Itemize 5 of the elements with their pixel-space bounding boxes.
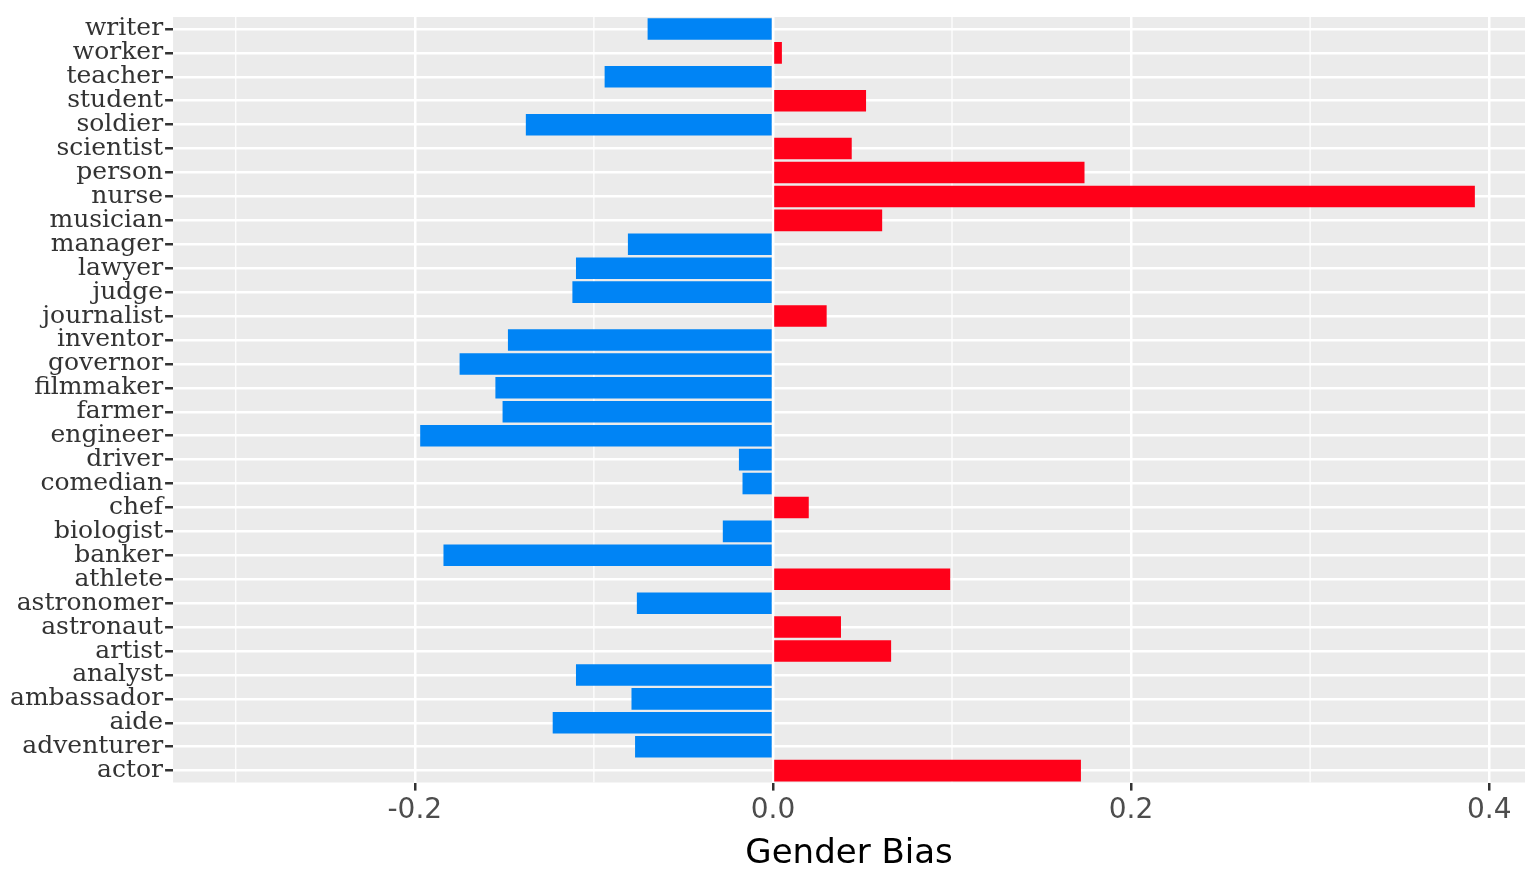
x-tick-label: 0.0 bbox=[750, 791, 796, 825]
x-axis-title: Gender Bias bbox=[745, 831, 953, 872]
x-tick-label: 0.4 bbox=[1466, 791, 1512, 825]
x-tick-label: -0.2 bbox=[387, 791, 443, 825]
x-tick-label: 0.2 bbox=[1108, 791, 1154, 825]
